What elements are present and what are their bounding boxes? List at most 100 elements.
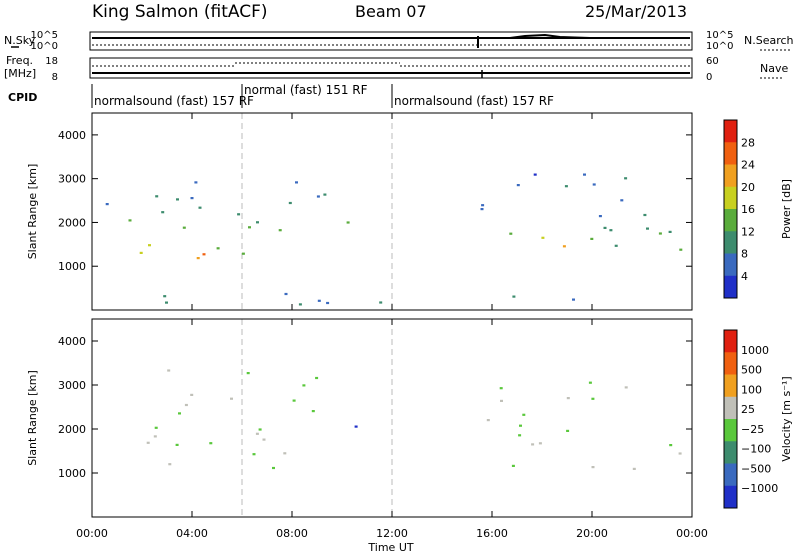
echo-cell	[646, 227, 649, 230]
echo-cell	[512, 295, 516, 298]
echo-cell	[590, 237, 594, 240]
colorbar-swatch	[724, 441, 737, 464]
colorbar-tick-label: 1000	[741, 344, 769, 357]
colorbar-swatch	[724, 275, 737, 299]
cpid-segment-label: normalsound (fast) 157 RF	[94, 94, 254, 108]
colorbar-swatch	[724, 419, 737, 442]
colorbar-tick-label: −1000	[741, 482, 778, 495]
echo-cell	[516, 184, 520, 187]
y-axis-label: Slant Range [km]	[26, 164, 39, 260]
echo-cell	[624, 177, 628, 180]
echo-cell	[481, 204, 485, 207]
echo-cell	[154, 426, 158, 429]
y-tick-label: 1000	[58, 260, 86, 273]
x-tick-label: 04:00	[176, 527, 208, 540]
echo-cell	[230, 397, 233, 400]
y-tick-label: 4000	[58, 335, 86, 348]
echo-cell	[292, 399, 296, 402]
colorbar-tick-label: 500	[741, 364, 762, 377]
freq-unit: [MHz]	[4, 67, 36, 80]
colorbar-swatch	[724, 120, 737, 143]
y-tick-label: 3000	[58, 173, 86, 186]
nave-label: Nave	[760, 62, 788, 75]
echo-cell	[168, 463, 172, 466]
echo-cell	[272, 466, 275, 470]
nsky-bump	[509, 33, 591, 39]
echo-cell	[609, 229, 613, 232]
velocity-panel: 1000 2000 3000 4000 Slant Range [km]	[26, 318, 693, 518]
echo-cell	[346, 221, 350, 224]
x-tick-label: 00:00	[676, 527, 708, 540]
echo-cell	[128, 219, 132, 222]
y-tick-label: 1000	[58, 467, 86, 480]
colorbar-swatch	[724, 253, 737, 277]
power-colorbar: 28 24 20 16 12 8 4 Power [dB]	[723, 119, 793, 299]
echo-cell	[326, 301, 330, 305]
echo-cell	[165, 301, 168, 304]
x-tick-label: 08:00	[276, 527, 308, 540]
nsky-tick-top: 10^5	[31, 30, 58, 41]
echo-cell	[533, 173, 537, 176]
echo-cell	[255, 432, 259, 435]
freq-label: Freq.	[6, 54, 33, 67]
date-title: 25/Mar/2013	[585, 2, 687, 21]
echo-cell	[315, 376, 319, 380]
colorbar-tick-label: 8	[741, 248, 748, 261]
colorbar-tick-label: 25	[741, 403, 755, 416]
colorbar-swatch	[724, 463, 737, 487]
x-tick-label: 12:00	[376, 527, 408, 540]
freq-panel	[89, 57, 693, 79]
echo-cell	[316, 195, 320, 198]
echo-cell	[603, 226, 607, 229]
echo-cell	[252, 453, 256, 456]
beam-title: Beam 07	[355, 2, 427, 21]
echo-cell	[486, 419, 490, 422]
echo-cell	[278, 229, 282, 232]
station-title: King Salmon (fitACF)	[92, 2, 268, 22]
colorbar-tick-label: 20	[741, 181, 755, 194]
x-tick-label: 00:00	[76, 527, 108, 540]
echo-cell	[562, 245, 566, 248]
echo-cell	[258, 428, 262, 431]
echo-cell	[105, 203, 109, 206]
echo-cell	[246, 372, 250, 375]
echo-cell	[167, 369, 171, 372]
echo-cell	[643, 213, 647, 217]
cpid-segment-label: normalsound (fast) 157 RF	[394, 94, 554, 108]
echo-cell	[311, 410, 315, 413]
echo-cell	[566, 397, 570, 400]
echo-cell	[256, 221, 259, 224]
echo-cell	[155, 195, 159, 198]
echo-cell	[354, 425, 358, 428]
echo-cell	[284, 292, 288, 296]
cpid-label: CPID	[8, 91, 37, 104]
y-tick-label: 2000	[58, 423, 86, 436]
echo-cell	[564, 185, 568, 188]
y-tick-label: 3000	[58, 379, 86, 392]
echo-cell	[614, 244, 618, 247]
echo-cell	[679, 248, 683, 251]
nsky-tick-bottom: 10^0	[31, 41, 58, 52]
colorbar-swatch	[724, 396, 737, 420]
echo-cell	[148, 244, 151, 247]
echo-cell	[669, 444, 673, 447]
echo-cell	[288, 201, 292, 205]
colorbar-swatch	[724, 164, 737, 188]
echo-cell	[499, 387, 503, 390]
colorbar-swatch	[724, 330, 737, 353]
echo-cell	[190, 393, 194, 396]
echo-cell	[624, 386, 628, 389]
echo-cell	[509, 232, 513, 235]
echo-cell	[139, 251, 143, 254]
echo-cell	[163, 295, 167, 298]
colorbar-tick-label: −25	[741, 423, 764, 436]
echo-cell	[202, 253, 206, 256]
echo-cell	[522, 413, 526, 416]
echo-cell	[598, 215, 602, 218]
colorbar-swatch	[724, 209, 737, 232]
echo-cell	[620, 199, 624, 202]
freq-tick-top: 18	[45, 56, 58, 67]
echo-cell	[237, 213, 241, 216]
cpid-segment-label: normal (fast) 151 RF	[244, 83, 368, 97]
